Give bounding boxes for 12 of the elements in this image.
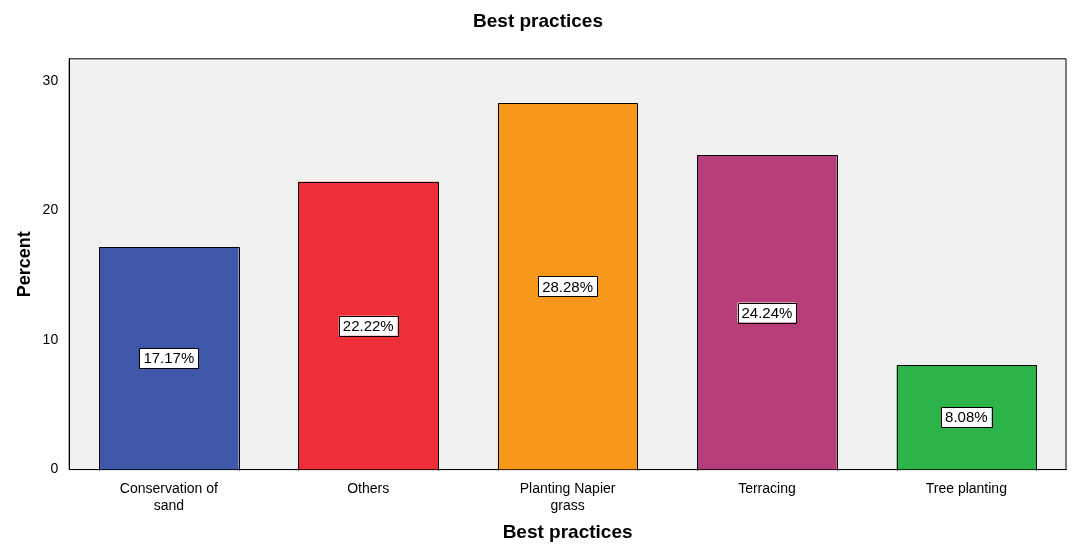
x-axis-title: Best practices (502, 520, 633, 542)
x-tick-label: Terracing (738, 479, 796, 496)
x-tick-label: Planting Napier grass (519, 479, 616, 513)
y-tick-label: 30 (42, 71, 59, 88)
y-tick-label: 0 (50, 460, 59, 477)
y-tick-label: 20 (42, 201, 59, 218)
chart-title: Best practices (473, 9, 603, 31)
x-tick-label: Others (347, 479, 390, 496)
y-tick-label: 10 (42, 330, 59, 347)
x-tick-label: Conservation of sand (119, 479, 218, 513)
x-tick-label: Tree planting (925, 479, 1007, 496)
y-axis-title: Percent (13, 231, 34, 298)
